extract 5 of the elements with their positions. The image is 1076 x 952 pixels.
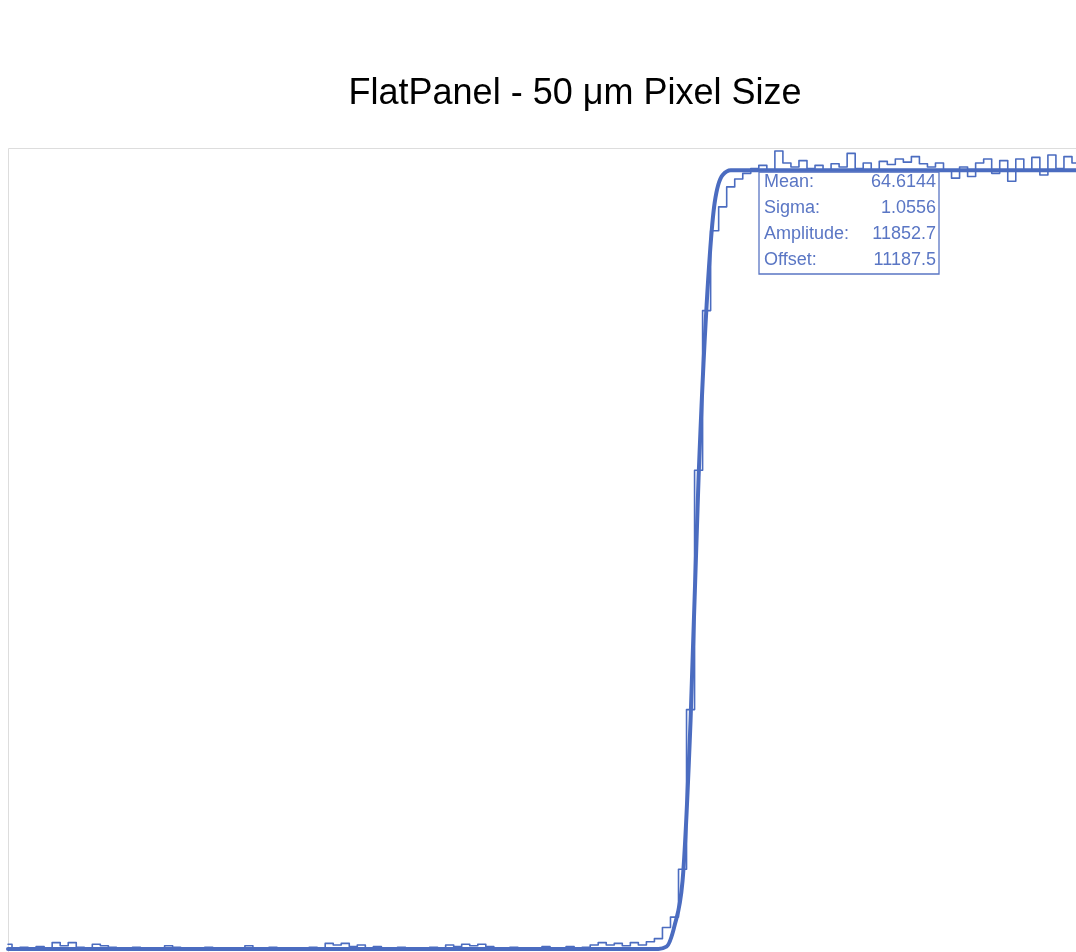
text: Mean: 64.6144	[764, 171, 936, 191]
text: Sigma: 1.0556	[764, 197, 936, 217]
text: Amplitude: 11852.7	[764, 223, 936, 243]
text: Offset: 11187.5	[764, 249, 936, 269]
chart-title: FlatPanel - 50 μm Pixel Size	[348, 71, 802, 112]
